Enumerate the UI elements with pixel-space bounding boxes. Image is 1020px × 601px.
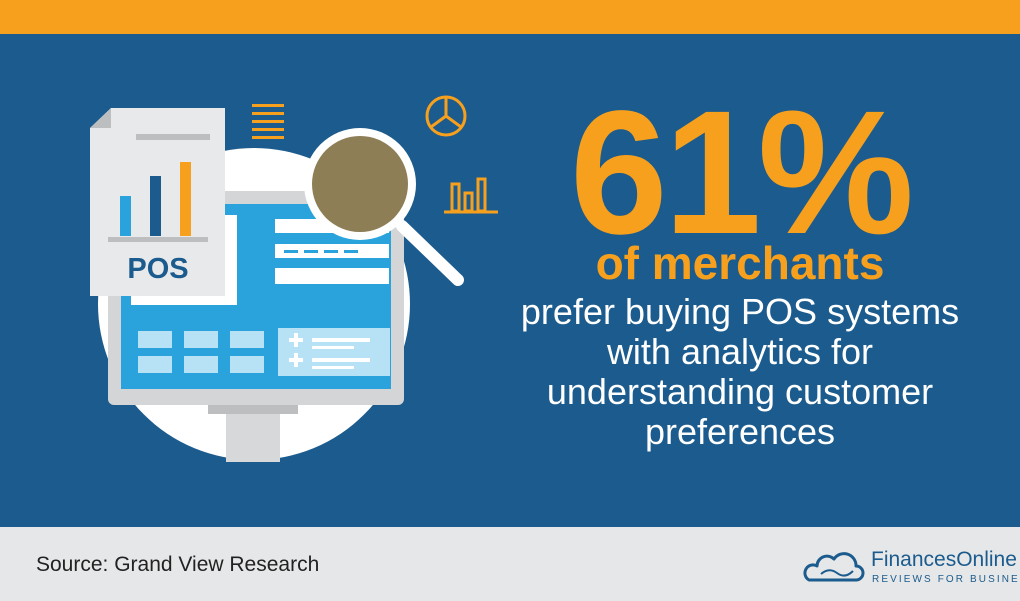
bar-chart-icon [444,177,498,214]
pos-label: POS [127,253,188,285]
source-text: Source: Grand View Research [36,553,320,576]
menu-lines-icon [252,104,284,139]
stat-description: prefer buying POS systems with analytics… [520,291,960,452]
pie-chart-icon [425,95,467,137]
top-accent-bar [0,0,1020,34]
stat-percentage: 61% [569,75,914,271]
footer [0,527,1020,601]
document-icon: POS [90,108,225,296]
brand-name: FinancesOnline [871,548,1017,571]
stat-subject: of merchants [595,237,885,289]
brand-logo: FinancesOnline REVIEWS FOR BUSINESS [803,547,1020,587]
magnifier-icon [304,128,464,286]
pos-illustration: POS [90,95,498,462]
stat-block: 61% of merchants prefer buying POS syste… [500,75,980,452]
cloud-icon [803,552,865,582]
brand-tagline: REVIEWS FOR BUSINESS [872,574,1020,585]
